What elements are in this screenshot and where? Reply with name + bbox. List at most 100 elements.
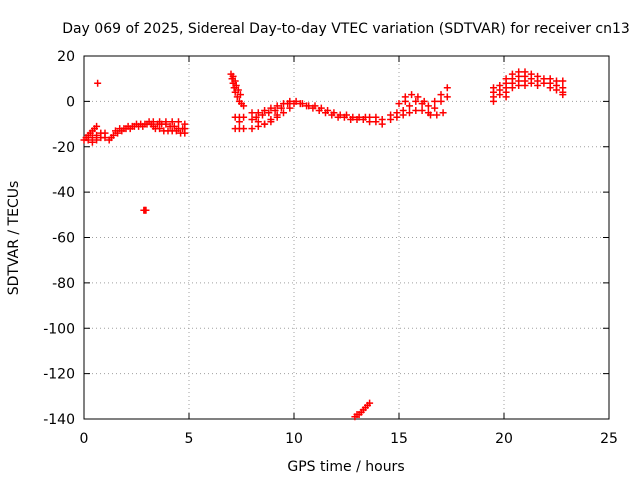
data-point-evening-positive bbox=[521, 81, 529, 89]
data-point-midday-arc bbox=[296, 100, 304, 108]
data-point-evening-positive bbox=[527, 79, 535, 87]
data-point-midday-arc bbox=[353, 116, 361, 124]
data-point-early-dense bbox=[84, 136, 92, 144]
data-point-afternoon-rise bbox=[431, 104, 439, 112]
data-point-evening-positive bbox=[546, 84, 554, 92]
data-point-afternoon-rise bbox=[399, 111, 407, 119]
data-point-evening-positive bbox=[496, 91, 504, 99]
data-point-afternoon-rise bbox=[420, 97, 428, 105]
data-point-afternoon-rise bbox=[418, 106, 426, 114]
data-point-midday-arc bbox=[280, 109, 287, 117]
data-point-early-dense bbox=[109, 131, 117, 139]
data-point-steep-descent bbox=[232, 81, 240, 89]
y-tick-label: -60 bbox=[52, 231, 75, 247]
data-point-midday-arc bbox=[322, 109, 329, 117]
data-point-midday-arc bbox=[359, 116, 367, 124]
data-point-midday-arc bbox=[248, 109, 256, 117]
data-point-post-descent bbox=[235, 118, 243, 126]
data-point-isolated bbox=[94, 79, 102, 87]
data-point-evening-positive bbox=[515, 81, 523, 89]
data-point-isolated bbox=[140, 206, 148, 214]
data-point-afternoon-rise bbox=[427, 111, 434, 119]
data-point-morning-band bbox=[156, 125, 164, 133]
data-point-midday-arc bbox=[261, 106, 269, 114]
data-point-midday-arc bbox=[277, 104, 285, 112]
data-point-afternoon-rise bbox=[372, 118, 380, 126]
data-point-steep-descent bbox=[236, 91, 244, 99]
data-point-midday-arc bbox=[254, 122, 262, 130]
data-point-afternoon-rise bbox=[395, 100, 403, 108]
data-point-midday-arc bbox=[271, 106, 279, 114]
x-tick-label: 20 bbox=[495, 431, 513, 447]
data-point-steep-descent bbox=[234, 86, 242, 94]
data-point-midday-arc bbox=[267, 116, 275, 124]
axis-ticks: 0 5 10 15 20 25 20 0 -20 -40 -60 -80 -100 -120 -140 bbox=[43, 49, 618, 447]
data-point-midday-arc bbox=[303, 102, 311, 110]
data-point-afternoon-rise bbox=[433, 111, 441, 119]
data-point-afternoon-rise bbox=[443, 84, 451, 92]
data-points bbox=[80, 68, 567, 421]
data-point-steep-descent bbox=[231, 77, 239, 85]
data-point-afternoon-rise bbox=[443, 93, 451, 101]
data-point-afternoon-rise bbox=[437, 91, 445, 99]
data-point-evening-positive bbox=[490, 97, 497, 105]
data-point-afternoon-rise bbox=[412, 97, 420, 105]
data-point-afternoon-rise bbox=[431, 97, 439, 105]
data-point-evening-positive bbox=[559, 77, 567, 85]
data-point-early-dense bbox=[93, 136, 101, 144]
data-point-afternoon-rise bbox=[424, 102, 432, 110]
data-point-early-dense bbox=[93, 122, 101, 130]
data-point-early-dense bbox=[120, 125, 128, 133]
data-point-afternoon-rise bbox=[412, 106, 420, 114]
data-point-afternoon-rise bbox=[387, 116, 395, 124]
y-tick-label: 20 bbox=[57, 49, 75, 65]
data-point-morning-band bbox=[172, 127, 180, 135]
data-point-afternoon-rise bbox=[439, 109, 447, 117]
y-tick-label: -20 bbox=[52, 140, 75, 156]
data-point-midday-arc bbox=[252, 113, 260, 121]
data-point-deep-outlier bbox=[366, 399, 374, 407]
y-tick-label: -140 bbox=[43, 412, 75, 428]
data-point-evening-positive bbox=[534, 81, 542, 89]
data-point-morning-band bbox=[156, 118, 164, 126]
data-point-midday-arc bbox=[290, 100, 298, 108]
data-point-morning-band bbox=[181, 125, 189, 133]
chart-title: Day 069 of 2025, Sidereal Day-to-day VTE… bbox=[62, 21, 630, 37]
data-point-midday-arc bbox=[248, 125, 256, 133]
data-point-morning-band bbox=[149, 118, 157, 126]
x-tick-label: 10 bbox=[285, 431, 303, 447]
y-axis-label: SDTVAR / TECUs bbox=[6, 181, 22, 296]
data-point-early-dense bbox=[112, 127, 119, 135]
data-point-morning-band bbox=[162, 118, 170, 126]
data-point-afternoon-rise bbox=[414, 93, 422, 101]
data-point-afternoon-rise bbox=[408, 91, 416, 99]
y-tick-label: 0 bbox=[66, 94, 75, 110]
data-point-steep-descent bbox=[240, 102, 248, 110]
data-point-morning-band bbox=[175, 118, 182, 126]
data-point-midday-arc bbox=[347, 116, 355, 124]
data-point-midday-arc bbox=[265, 109, 273, 117]
data-point-afternoon-rise bbox=[401, 97, 409, 105]
y-tick-label: -100 bbox=[43, 321, 75, 337]
data-point-midday-arc bbox=[254, 109, 262, 117]
data-point-midday-arc bbox=[259, 111, 266, 119]
data-point-evening-positive bbox=[508, 84, 516, 92]
x-tick-label: 0 bbox=[80, 431, 89, 447]
data-point-post-descent bbox=[240, 125, 248, 133]
x-tick-label: 5 bbox=[185, 431, 194, 447]
x-tick-label: 25 bbox=[600, 431, 618, 447]
y-tick-label: -80 bbox=[52, 276, 75, 292]
y-tick-label: -40 bbox=[52, 185, 75, 201]
data-point-midday-arc bbox=[286, 104, 294, 112]
data-point-afternoon-rise bbox=[366, 118, 374, 126]
x-axis-label: GPS time / hours bbox=[287, 459, 404, 475]
data-point-midday-arc bbox=[328, 111, 336, 119]
plot-frame bbox=[83, 55, 610, 420]
data-point-post-descent bbox=[240, 113, 248, 121]
data-point-evening-positive bbox=[559, 91, 567, 99]
data-point-midday-arc bbox=[340, 113, 348, 121]
data-point-midday-arc bbox=[261, 120, 269, 128]
data-point-midday-arc bbox=[315, 106, 323, 114]
data-point-afternoon-rise bbox=[406, 109, 413, 117]
